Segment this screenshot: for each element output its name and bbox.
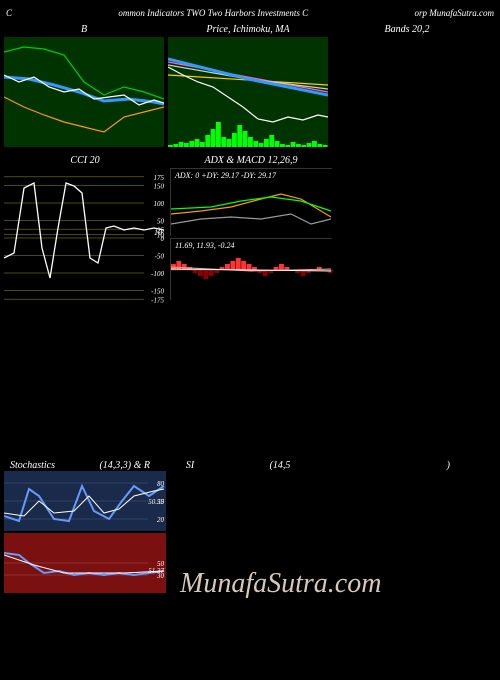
page-header: C ommon Indicators TWO Two Harbors Inves… <box>0 0 500 22</box>
rsi-chart: 503051.37 <box>4 533 166 593</box>
stoch-title-close: ) <box>330 460 450 471</box>
svg-text:-175: -175 <box>151 296 164 304</box>
stoch-title-mid: (14,3,3) & R <box>70 460 150 471</box>
bands-title: Bands 20,2 <box>332 22 482 37</box>
header-center: ommon Indicators TWO Two Harbors Investm… <box>118 8 308 18</box>
svg-text:50: 50 <box>157 218 165 226</box>
panel-adx: ADX: 0 +DY: 29.17 -DY: 29.17 <box>170 168 332 236</box>
cci-highlight: 10 <box>154 228 162 237</box>
svg-text:175: 175 <box>154 174 165 182</box>
row-4: 503051.37 <box>0 533 500 595</box>
adx-chart: ADX: 0 +DY: 29.17 -DY: 29.17 <box>170 168 332 236</box>
cci-title: CCI 20 <box>4 153 166 168</box>
macd-chart: 11.69, 11.93, -0.24 <box>170 238 332 300</box>
svg-text:-150: -150 <box>151 288 164 296</box>
header-right: orp MunafaSutra.com <box>414 8 494 18</box>
panel-macd: 11.69, 11.93, -0.24 <box>170 238 332 300</box>
row-3: 80502050.35 <box>0 471 500 533</box>
panel-adx-macd-stack: ADX & MACD 12,26,9 ADX: 0 +DY: 29.17 -DY… <box>170 153 332 310</box>
macd-label: 11.69, 11.93, -0.24 <box>175 241 234 250</box>
svg-text:50.35: 50.35 <box>148 498 164 506</box>
panel-price: Price, Ichimoku, MA <box>168 22 328 147</box>
stoch-chart: 80502050.35 <box>4 471 166 531</box>
panel-stoch: 80502050.35 <box>4 471 166 531</box>
panel-cci: CCI 20 1751501005025100-50-100-150-175 1… <box>4 153 166 308</box>
header-left: C <box>6 8 12 18</box>
stoch-title-si: SI <box>150 460 230 471</box>
svg-text:51.37: 51.37 <box>148 567 164 575</box>
cci-chart: 1751501005025100-50-100-150-175 10 <box>4 168 166 308</box>
row-2: CCI 20 1751501005025100-50-100-150-175 1… <box>0 153 500 310</box>
bbands-chart <box>4 37 164 147</box>
adx-title: ADX & MACD 12,26,9 <box>170 153 332 168</box>
price-title: Price, Ichimoku, MA <box>168 22 328 37</box>
price-chart <box>168 37 328 147</box>
svg-text:100: 100 <box>154 200 165 208</box>
row-3-titles: Stochastics (14,3,3) & R SI (14,5 ) <box>0 460 500 471</box>
svg-text:150: 150 <box>154 183 165 191</box>
bbands-title: B <box>4 22 164 37</box>
svg-text:-50: -50 <box>155 253 165 261</box>
spacer <box>0 310 500 460</box>
panel-bands-label: Bands 20,2 <box>332 22 482 147</box>
stoch-title-left: Stochastics <box>10 460 70 471</box>
svg-text:20: 20 <box>157 516 165 524</box>
svg-text:-100: -100 <box>151 270 164 278</box>
row-1: B Price, Ichimoku, MA Bands 20,2 <box>0 22 500 149</box>
adx-label: ADX: 0 +DY: 29.17 -DY: 29.17 <box>175 171 276 180</box>
panel-bbands: B <box>4 22 164 147</box>
stoch-title-right: (14,5 <box>230 460 330 471</box>
panel-rsi: 503051.37 <box>4 533 166 593</box>
